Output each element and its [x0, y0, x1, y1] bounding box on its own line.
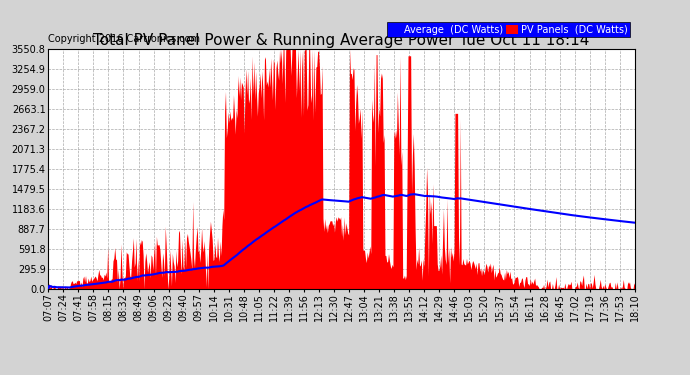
Legend: Average  (DC Watts), PV Panels  (DC Watts): Average (DC Watts), PV Panels (DC Watts) — [387, 22, 630, 37]
Text: Copyright 2016 Cartronics.com: Copyright 2016 Cartronics.com — [48, 34, 200, 44]
Title: Total PV Panel Power & Running Average Power Tue Oct 11 18:14: Total PV Panel Power & Running Average P… — [93, 33, 590, 48]
